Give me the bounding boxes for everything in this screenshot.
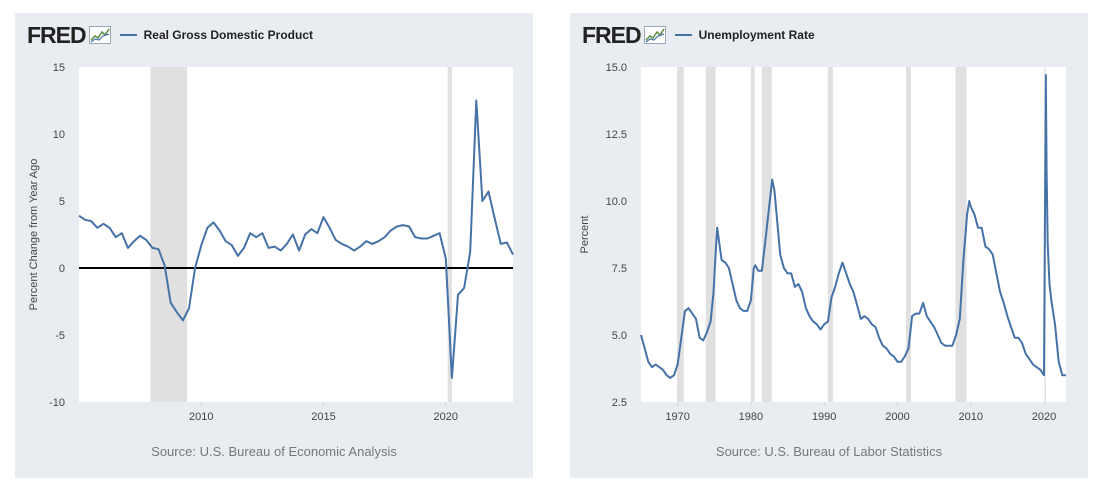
legend-label[interactable]: Unemployment Rate: [698, 28, 815, 42]
fred-logo[interactable]: FRED: [582, 22, 642, 48]
legend-line: [119, 34, 137, 36]
chart-header: FRED Unemployment Rate: [582, 23, 815, 47]
x-tick-label: 2000: [885, 411, 909, 423]
gdp-chart-plot[interactable]: -10 -5 0 5 10 15 2010 2015 2020 Percent Change fr…: [15, 13, 533, 433]
recession-band: [955, 67, 967, 402]
y-tick-label: 7.5: [612, 263, 627, 275]
x-tick-label: 1970: [665, 411, 689, 423]
legend-label[interactable]: Real Gross Domestic Product: [143, 28, 314, 42]
chart-source: Source: U.S. Bureau of Labor Statistics: [715, 444, 943, 459]
recession-band: [150, 67, 188, 402]
x-tick-label: 2020: [1032, 411, 1056, 423]
recession-band: [750, 67, 755, 402]
y-tick-label: 5: [59, 196, 65, 208]
y-tick-label: 2.5: [612, 397, 627, 409]
y-axis-label: Percent: [579, 216, 591, 254]
legend-line: [674, 34, 692, 36]
y-tick-label: 15: [53, 62, 65, 74]
x-tick-label: 2010: [189, 411, 213, 423]
y-tick-label: 10.0: [606, 196, 627, 208]
series-line: [78, 99, 514, 379]
fred-logo-chart-icon: [88, 26, 111, 44]
y-tick-label: 15.0: [606, 62, 627, 74]
y-tick-label: 10: [53, 129, 65, 141]
recession-band: [447, 67, 452, 402]
x-tick-label: 1980: [739, 411, 763, 423]
x-tick-label: 2010: [958, 411, 982, 423]
recession-band: [906, 67, 911, 402]
x-tick-label: 1990: [812, 411, 836, 423]
recession-band: [705, 67, 716, 402]
y-tick-label: 12.5: [606, 129, 627, 141]
series-line: [640, 74, 1066, 379]
y-tick-label: 5.0: [612, 330, 627, 342]
y-tick-label: 0: [59, 263, 65, 275]
unemployment-chart-plot[interactable]: 2.5 5.0 7.5 10.0 12.5 15.0 1970 1980 1990 2000 201…: [570, 13, 1088, 433]
y-tick-label: -5: [55, 330, 65, 342]
recession-band: [677, 67, 684, 402]
x-tick-label: 2015: [311, 411, 335, 423]
fred-logo[interactable]: FRED: [27, 22, 87, 48]
recession-band: [827, 67, 833, 402]
chart-header: FRED Real Gross Domestic Product: [27, 23, 313, 47]
x-tick-label: 2020: [434, 411, 458, 423]
unemployment-chart-panel: FRED Unemployment Rate 2.5 5.0 7.5 10.0 12.5…: [570, 13, 1088, 478]
plot-background: [641, 67, 1066, 402]
fred-logo-chart-icon: [643, 26, 666, 44]
y-tick-label: -10: [49, 397, 65, 409]
chart-source: Source: U.S. Bureau of Economic Analysis: [151, 444, 397, 459]
y-axis-label: Percent Change from Year Ago: [28, 159, 40, 311]
gdp-chart-panel: FRED Real Gross Domestic Product -10 -5 0 5…: [15, 13, 533, 478]
